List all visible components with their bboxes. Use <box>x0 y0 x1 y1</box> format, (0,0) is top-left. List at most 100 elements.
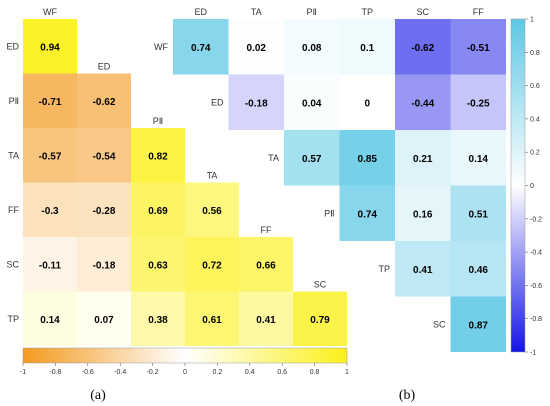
cell-tp-sc <box>293 291 347 346</box>
cell-value-b-tp-sc: 0.41 <box>413 265 433 276</box>
cell-value-b-p-tp: 0.74 <box>358 209 378 220</box>
cell-ff-ta <box>185 182 239 237</box>
col-label-b-ta: TA <box>251 7 262 17</box>
cell-p-ed <box>77 73 131 128</box>
col-label-b-ed: ED <box>194 7 207 17</box>
colorbar-a-tick-label: 0.2 <box>213 369 223 376</box>
colorbar-b-tick-label: -0.2 <box>530 216 542 223</box>
cell-b-wf-sc <box>395 19 451 75</box>
cell-sc-p <box>131 237 185 292</box>
colorbar-b-tick-label: 0.4 <box>530 116 540 123</box>
cell-value-b-ta-p: 0.57 <box>302 154 322 165</box>
col-label-ed: ED <box>98 62 111 72</box>
cell-value-tp-ff: 0.41 <box>256 315 276 326</box>
colorbar-a-tick-label: 0.8 <box>310 369 320 376</box>
colorbar-b-tick-label: -0.4 <box>530 250 542 257</box>
cell-tp-p <box>131 291 185 346</box>
cell-value-ff-ta: 0.56 <box>202 206 222 217</box>
panel-label-a: (a) <box>90 388 106 403</box>
colorbar-b-tick-label: 0.8 <box>530 50 540 57</box>
cell-ta-p <box>131 128 185 183</box>
cell-b-wf-ff <box>450 19 506 75</box>
cell-value-ta-p: 0.82 <box>148 151 168 162</box>
row-label-ed: ED <box>6 41 19 51</box>
colorbar-a-tick-label: -1 <box>20 369 26 376</box>
cell-value-tp-p: 0.38 <box>148 315 168 326</box>
cell-value-b-sc-ff: 0.87 <box>469 320 489 331</box>
cell-value-b-ta-sc: 0.21 <box>413 154 433 165</box>
panel-label-b: (b) <box>399 388 416 403</box>
cell-ff-ed <box>77 182 131 237</box>
cell-value-b-p-sc: 0.16 <box>413 209 433 220</box>
cell-value-b-wf-tp: 0.1 <box>360 43 374 54</box>
colorbar-a-tick-label: -0.6 <box>82 369 94 376</box>
cell-value-sc-ta: 0.72 <box>202 260 222 271</box>
cell-ta-ed <box>77 128 131 183</box>
colorbar-b-tick-label: 0.6 <box>530 83 540 90</box>
cell-value-ta-ed: -0.54 <box>93 151 116 162</box>
cell-p-wf <box>23 73 77 128</box>
col-label-wf: WF <box>43 7 57 17</box>
row-label-ta: TA <box>8 150 19 160</box>
cell-value-b-ta-tp: 0.85 <box>358 154 378 165</box>
colorbar-a-tick-label: -0.4 <box>114 369 126 376</box>
cell-sc-ed <box>77 237 131 292</box>
cell-b-wf-ta <box>228 19 284 75</box>
row-label-tp: TP <box>7 314 19 324</box>
cell-value-p-ed: -0.62 <box>93 97 116 108</box>
cell-b-ta-p <box>284 130 340 186</box>
colorbar-b-tick-label: -1 <box>530 350 536 357</box>
colorbar-b-tick-label: 0 <box>530 183 534 190</box>
cell-b-p-sc <box>395 185 451 241</box>
heatmap-panel-a: WF ED PⅡ TA FF SC ED 0.94 PⅡ -0.71 -0.62 TA -0.57 -0.… <box>6 7 349 376</box>
col-label-b-tp: TP <box>361 7 373 17</box>
cell-value-b-p-ff: 0.51 <box>469 209 489 220</box>
col-label-p: PⅡ <box>153 116 163 126</box>
colorbar-a-tick-label: 1 <box>345 369 349 376</box>
cell-value-b-wf-ta: 0.02 <box>247 43 267 54</box>
cell-sc-ta <box>185 237 239 292</box>
cell-b-wf-p <box>284 19 340 75</box>
col-label-b-ff: FF <box>473 7 484 17</box>
col-label-b-sc: SC <box>416 7 429 17</box>
cell-value-tp-wf: 0.14 <box>40 315 60 326</box>
cell-b-ed-ta <box>228 74 284 130</box>
cell-value-b-wf-ff: -0.51 <box>467 43 490 54</box>
colorbar-a-tick-label: -0.8 <box>49 369 61 376</box>
cell-value-ta-wf: -0.57 <box>39 151 62 162</box>
cell-value-tp-ed: 0.07 <box>94 315 114 326</box>
row-label-b-tp: TP <box>378 264 390 274</box>
cell-value-sc-p: 0.63 <box>148 260 168 271</box>
colorbar-a-tick-label: -0.2 <box>147 369 159 376</box>
cell-value-b-tp-ff: 0.46 <box>469 265 489 276</box>
row-label-p: PⅡ <box>9 96 19 106</box>
cell-ed-wf <box>23 19 77 74</box>
cell-value-b-ed-ta: -0.18 <box>245 98 268 109</box>
cell-value-ed-wf: 0.94 <box>40 42 60 53</box>
cell-b-wf-tp <box>339 19 395 75</box>
cell-ta-wf <box>23 128 77 183</box>
cell-b-ed-p <box>284 74 340 130</box>
cell-value-sc-ff: 0.66 <box>256 260 276 271</box>
cell-b-ed-ff <box>450 74 506 130</box>
cell-value-b-wf-ed: 0.74 <box>191 43 211 54</box>
row-label-b-p: PⅡ <box>324 208 334 218</box>
row-label-b-ta: TA <box>268 153 279 163</box>
col-label-ff: FF <box>261 225 272 235</box>
cell-value-p-wf: -0.71 <box>39 97 62 108</box>
cell-value-ff-ed: -0.28 <box>93 206 116 217</box>
col-label-b-p: PⅡ <box>307 7 317 17</box>
cell-b-p-tp <box>339 185 395 241</box>
col-label-sc: SC <box>314 280 327 290</box>
cell-b-tp-ff <box>450 241 506 297</box>
row-label-b-ed: ED <box>211 97 224 107</box>
cell-tp-ta <box>185 291 239 346</box>
row-label-b-sc: SC <box>433 319 446 329</box>
colorbar-b-tick-label: 1 <box>530 17 534 24</box>
cell-value-sc-ed: -0.18 <box>93 260 116 271</box>
colorbar-b-tick-label: 0.2 <box>530 150 540 157</box>
row-label-b-wf: WF <box>154 42 168 52</box>
cell-value-b-ed-sc: -0.44 <box>411 98 434 109</box>
cell-b-ed-tp <box>339 74 395 130</box>
